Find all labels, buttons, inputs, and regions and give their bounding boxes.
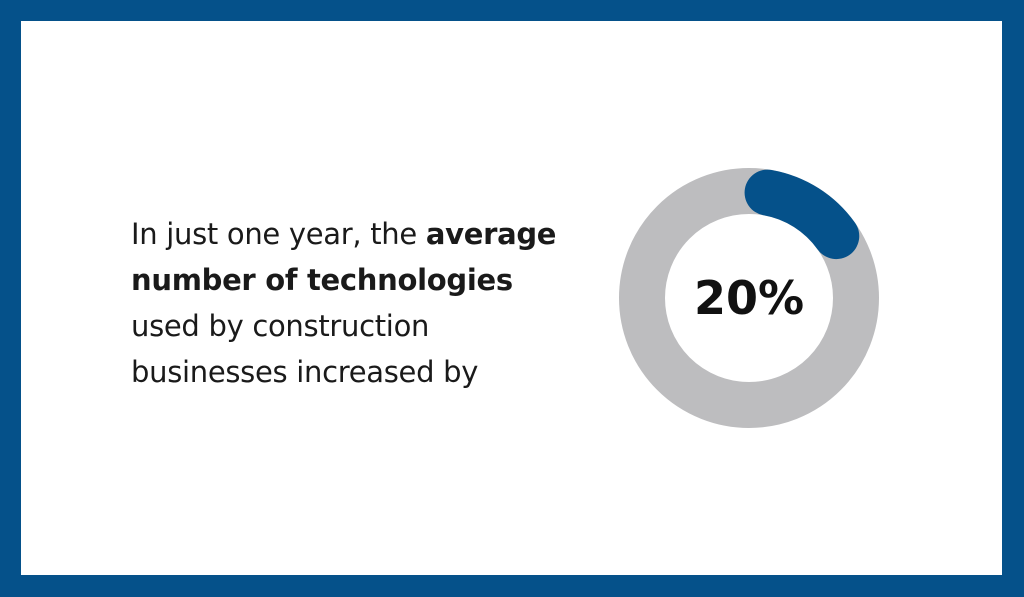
statement-line-2: number of technologies bbox=[131, 263, 513, 297]
statement-line-3: used by construction bbox=[131, 309, 430, 343]
statement-text: In just one year, the average number of … bbox=[131, 211, 601, 395]
statement-line-1-bold: average bbox=[425, 217, 557, 251]
donut-value-label: 20% bbox=[694, 271, 804, 325]
donut-chart: 20% bbox=[618, 167, 880, 429]
statement-line-1: In just one year, the average bbox=[131, 211, 601, 257]
infographic-card: In just one year, the average number of … bbox=[21, 21, 1002, 575]
statement-line-1-regular: In just one year, the bbox=[131, 217, 426, 251]
statement-line-4: businesses increased by bbox=[131, 355, 479, 389]
donut-chart-svg: 20% bbox=[619, 168, 879, 428]
donut-highlight-arc bbox=[744, 169, 860, 260]
